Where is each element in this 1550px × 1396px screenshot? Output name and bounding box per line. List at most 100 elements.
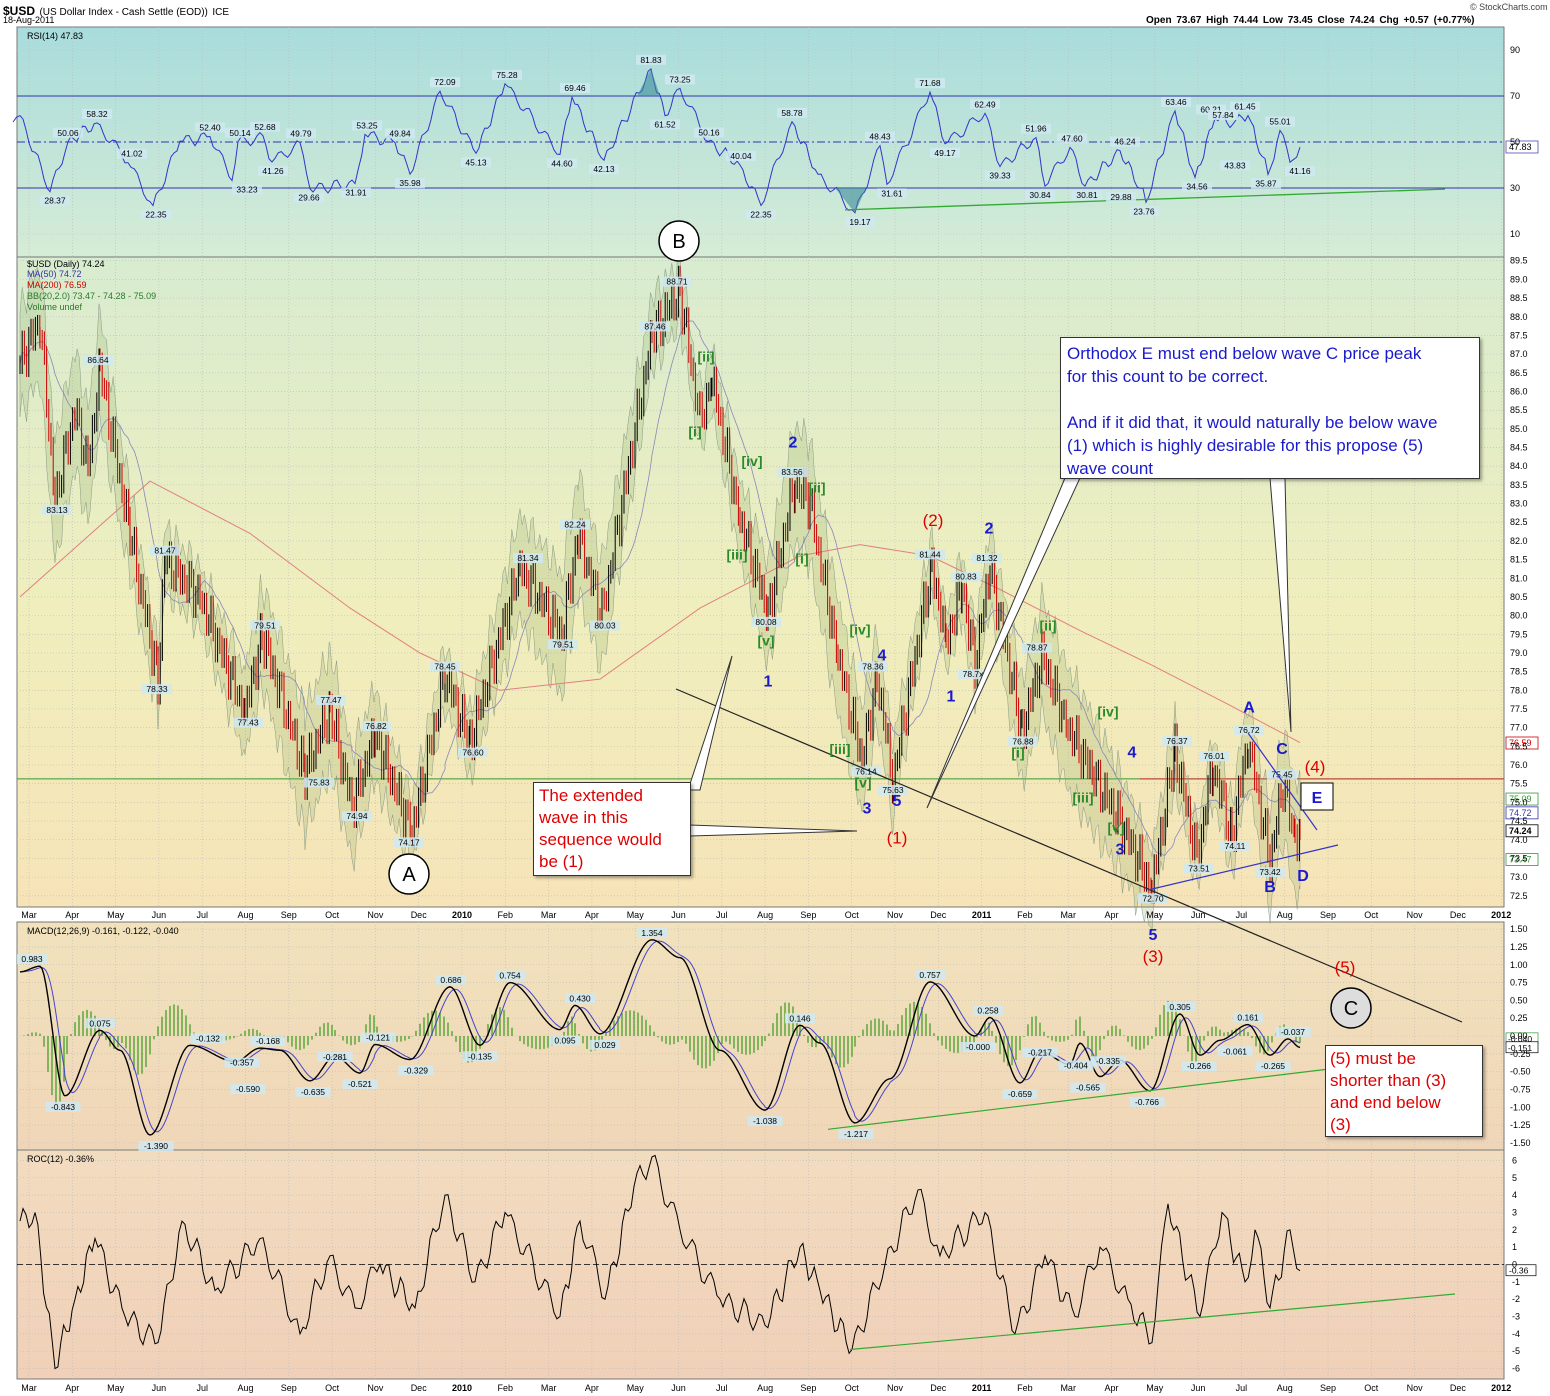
x-tick-label: Sep bbox=[1320, 1383, 1336, 1393]
x-tick-label: 2012 bbox=[1491, 910, 1511, 920]
rsi-value-label-bg bbox=[258, 166, 288, 177]
price-value-label: 79.51 bbox=[254, 620, 276, 630]
price-tick-label: 88.0 bbox=[1510, 312, 1528, 322]
wave-5-primary-label: (5) bbox=[1335, 958, 1356, 977]
macd-tick-label: 0.50 bbox=[1510, 995, 1528, 1005]
macd-tick-label: 0.00 bbox=[1510, 1031, 1528, 1041]
rsi-tick-label: 50 bbox=[1510, 137, 1520, 147]
price-tick-label: 77.5 bbox=[1510, 704, 1528, 714]
macd-value-label: -0.590 bbox=[236, 1084, 260, 1094]
price-tick-label: 89.0 bbox=[1510, 274, 1528, 284]
rsi-value-label: 48.43 bbox=[869, 132, 891, 142]
rsi-value-label: 51.96 bbox=[1025, 124, 1047, 134]
price-value-label-bg bbox=[1184, 863, 1214, 874]
wave-intermediate-label: 5 bbox=[893, 793, 902, 810]
wave-annotations: B A C [ii] [i] [iv] [ii] [iii] [i] [v] [iv] [iii] [v… bbox=[388, 220, 1463, 1029]
rsi-value-label-bg bbox=[1110, 136, 1140, 147]
wave-E-box bbox=[1300, 782, 1334, 811]
price-tick-label: 87.5 bbox=[1510, 330, 1528, 340]
wave-minor-label: [ii] bbox=[1039, 618, 1056, 634]
rsi-value-label-bg bbox=[1230, 101, 1260, 112]
x-tick-label: Oct bbox=[325, 1383, 340, 1393]
wave-minor-label: [iv] bbox=[850, 621, 871, 637]
x-tick-label: May bbox=[107, 910, 125, 920]
macd-value-label-bg bbox=[436, 974, 466, 985]
price-value-label: 73.51 bbox=[1188, 863, 1210, 873]
macd-value-label-bg bbox=[462, 1051, 498, 1062]
x-tick-label: Aug bbox=[757, 1383, 773, 1393]
roc-tick-label: 2 bbox=[1512, 1225, 1517, 1235]
macd-value-label: 0.983 bbox=[21, 954, 43, 964]
roc-tick-label: -3 bbox=[1512, 1312, 1520, 1322]
rsi-value-label-bg bbox=[1072, 190, 1102, 201]
macd-value-label-bg bbox=[1233, 1012, 1263, 1023]
x-tick-label: Nov bbox=[367, 910, 384, 920]
macd-value-label: 0.161 bbox=[1237, 1013, 1259, 1023]
rsi-value-label-bg bbox=[1021, 123, 1051, 134]
roc-tick-label: -4 bbox=[1512, 1329, 1520, 1339]
macd-value-label: -0.281 bbox=[323, 1052, 347, 1062]
x-tick-label: Feb bbox=[498, 910, 514, 920]
macd-value-label: -0.266 bbox=[1187, 1061, 1211, 1071]
wave5-note-line1: (5) must be bbox=[1330, 1049, 1416, 1068]
macd-value-label: -0.635 bbox=[301, 1087, 325, 1097]
rsi-value-label-bg bbox=[636, 54, 666, 65]
macd-value-label-bg bbox=[317, 1051, 353, 1062]
wave-minor-label: [v] bbox=[1107, 819, 1124, 835]
price-value-label-bg bbox=[915, 549, 945, 560]
legend-bb: BB(20,2.0) 73.47 - 74.28 - 75.09 bbox=[27, 291, 156, 301]
macd-value-label: -1.038 bbox=[753, 1116, 777, 1126]
rsi-value-label: 55.01 bbox=[1269, 117, 1291, 127]
macd-value-label: -0.037 bbox=[1281, 1027, 1305, 1037]
extended-wave-note: The extended wave in this sequence would… bbox=[533, 782, 691, 876]
x-tick-label: Apr bbox=[585, 1383, 599, 1393]
macd-value-label-bg bbox=[1275, 1026, 1311, 1037]
x-tick-label: Jun bbox=[152, 910, 167, 920]
price-value-label: 78.7x bbox=[963, 669, 985, 679]
macd-value-label: 0.305 bbox=[1169, 1002, 1191, 1012]
rsi-value-label: 29.66 bbox=[298, 193, 320, 203]
wave-minor-label: [iii] bbox=[727, 547, 748, 563]
x-tick-label: May bbox=[1146, 1383, 1164, 1393]
price-series: 83.1386.6481.4778.3379.5177.4377.4775.83… bbox=[19, 265, 1539, 904]
rsi-value-label: 50.14 bbox=[229, 128, 251, 138]
macd-value-label-bg bbox=[1165, 1001, 1195, 1012]
rsi-value-label: 22.35 bbox=[750, 209, 772, 219]
macd-value-label: -0.335 bbox=[1096, 1056, 1120, 1066]
x-tick-label: Nov bbox=[887, 910, 904, 920]
price-value-label-bg bbox=[233, 717, 263, 728]
wave-intermediate-label: D bbox=[1297, 868, 1309, 885]
extended-note-line1: The extended bbox=[539, 786, 643, 805]
macd-value-label-bg bbox=[360, 1032, 396, 1043]
wave-intermediate-label: 4 bbox=[878, 647, 887, 664]
rsi-tick-label: 90 bbox=[1510, 45, 1520, 55]
x-tick-label: Nov bbox=[1407, 1383, 1424, 1393]
x-tick-label: Jul bbox=[196, 1383, 208, 1393]
rsi-value-label: 41.02 bbox=[121, 149, 143, 159]
price-value-label: 80.83 bbox=[955, 572, 977, 582]
price-value-label-bg bbox=[1138, 893, 1168, 904]
price-value-label: 76.14 bbox=[855, 766, 877, 776]
macd-tick-label: 1.25 bbox=[1510, 942, 1528, 952]
macd-value-label-bg bbox=[1002, 1089, 1038, 1100]
legend-ma200: MA(200) 76.59 bbox=[27, 280, 87, 290]
x-tick-label: Apr bbox=[1104, 1383, 1118, 1393]
x-tick-label: Dec bbox=[1450, 1383, 1467, 1393]
macd-value-label-bg bbox=[85, 1018, 115, 1029]
macd-value-label: 0.754 bbox=[499, 971, 521, 981]
rsi-value-label-bg bbox=[82, 108, 112, 119]
price-value-label: 82.24 bbox=[564, 519, 586, 529]
price-tick-label: 78.0 bbox=[1510, 685, 1528, 695]
orthodox-note-line2: for this count to be correct. bbox=[1067, 367, 1269, 386]
roc-tick-label: 4 bbox=[1512, 1190, 1517, 1200]
price-value-label-bg bbox=[1267, 769, 1297, 780]
rsi-value-label: 30.84 bbox=[1029, 190, 1051, 200]
wave-minor-label: [iii] bbox=[830, 741, 851, 757]
wave-minor-label: [i] bbox=[688, 423, 701, 439]
wave-minor-label: [i] bbox=[1011, 745, 1024, 761]
x-tick-label: Jun bbox=[1191, 1383, 1206, 1393]
rsi-value-label-bg bbox=[650, 119, 680, 130]
wave-intermediate-label: 1 bbox=[947, 689, 956, 706]
x-tick-label: Mar bbox=[541, 1383, 557, 1393]
wave-minor-label: [ii] bbox=[808, 479, 825, 495]
